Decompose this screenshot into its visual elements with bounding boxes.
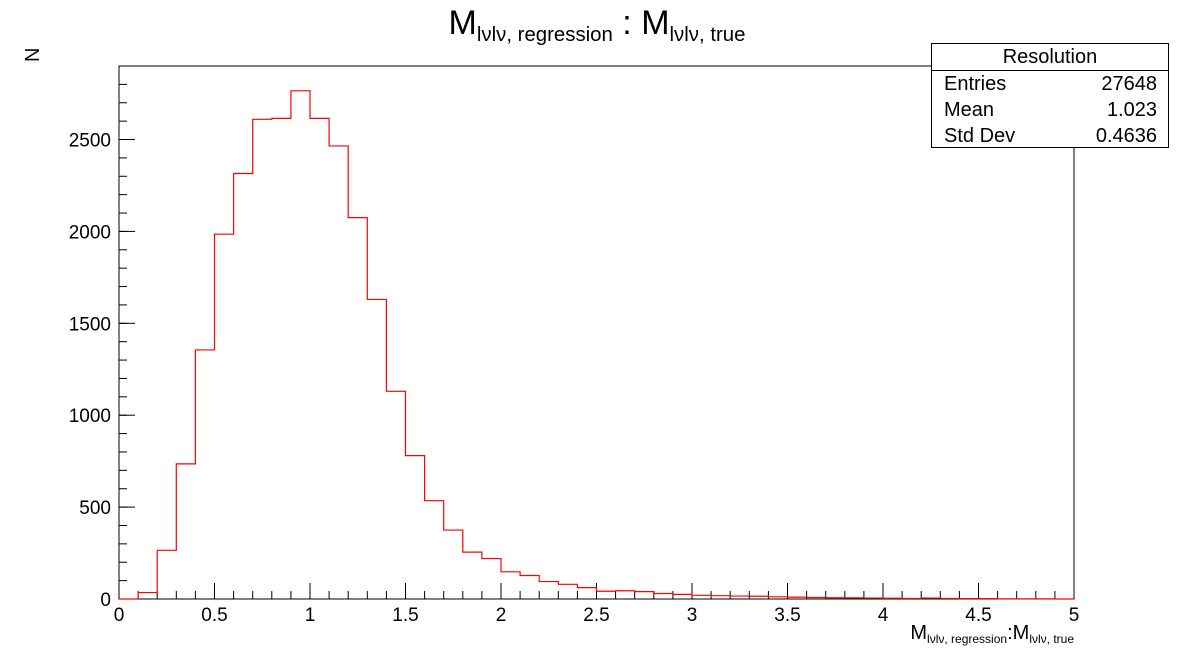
x-tick-label: 1.5 <box>392 605 418 626</box>
x-tick-label: 3 <box>687 605 698 626</box>
histogram-bin <box>157 550 176 599</box>
histogram-bin <box>444 530 463 599</box>
histogram-bin <box>616 591 635 599</box>
histogram-bin <box>558 584 577 599</box>
y-tick-label: 2000 <box>69 222 111 243</box>
stats-row-entries: Entries 27648 <box>932 71 1168 97</box>
y-tick-label: 500 <box>79 498 111 519</box>
histogram-series <box>119 90 1074 600</box>
x-tick-label: 1 <box>305 605 316 626</box>
histogram-bin <box>329 146 348 599</box>
histogram-bin <box>310 118 329 599</box>
x-tick-label: 2 <box>496 605 507 626</box>
histogram-bin <box>138 593 157 599</box>
histogram-bin <box>234 174 253 599</box>
histogram-bin <box>425 501 444 599</box>
stats-entries-value: 27648 <box>1101 73 1157 95</box>
stats-entries-label: Entries <box>944 73 1007 95</box>
stats-std-value: 0.4636 <box>1095 125 1157 147</box>
histogram-bin <box>406 456 425 599</box>
x-tick-label: 0 <box>114 605 125 626</box>
stats-mean-value: 1.023 <box>1106 99 1157 121</box>
histogram-bin <box>176 464 195 599</box>
histogram-bin <box>635 592 654 599</box>
histogram-bin <box>654 593 673 599</box>
histogram-bin <box>463 552 482 599</box>
x-tick-label: 4 <box>878 605 889 626</box>
x-tick-label: 3.5 <box>774 605 800 626</box>
x-tick-label: 5 <box>1069 605 1080 626</box>
histogram-bin <box>673 594 692 599</box>
histogram-bin <box>272 118 291 599</box>
histogram-bin <box>597 591 616 599</box>
x-tick-label: 0.5 <box>201 605 227 626</box>
histogram-bin <box>577 588 596 599</box>
y-tick-label: 2500 <box>69 131 111 152</box>
stats-mean-label: Mean <box>944 99 995 121</box>
y-axis-label: N <box>22 47 44 62</box>
histogram-bin <box>520 575 539 599</box>
x-tick-label: 4.5 <box>965 605 991 626</box>
x-tick-label: 2.5 <box>583 605 609 626</box>
histogram-bin <box>501 572 520 599</box>
histogram-bin <box>386 391 405 599</box>
y-tick-label: 0 <box>100 590 111 611</box>
histogram-bin <box>253 119 272 599</box>
histogram-bin <box>539 582 558 599</box>
y-tick-label: 1000 <box>69 406 111 427</box>
x-axis-label: Mlνlν, regression:Mlνlν, true <box>910 622 1074 647</box>
stats-std-label: Std Dev <box>944 125 1016 147</box>
histogram-bin <box>291 91 310 599</box>
stats-box: Resolution Entries 27648 Mean 1.023 Std … <box>931 43 1169 148</box>
histogram-bin <box>215 234 234 599</box>
y-tick-label: 1500 <box>69 314 111 335</box>
stats-row-std: Std Dev 0.4636 <box>932 123 1168 149</box>
chart-title: Mlνlν, regression : Mlνlν, true <box>448 4 746 47</box>
stats-row-mean: Mean 1.023 <box>932 97 1168 123</box>
histogram-bin <box>367 299 386 599</box>
stats-title: Resolution <box>932 44 1168 71</box>
histogram-bin <box>482 559 501 599</box>
histogram-bin <box>348 218 367 599</box>
histogram-bin <box>195 350 214 599</box>
